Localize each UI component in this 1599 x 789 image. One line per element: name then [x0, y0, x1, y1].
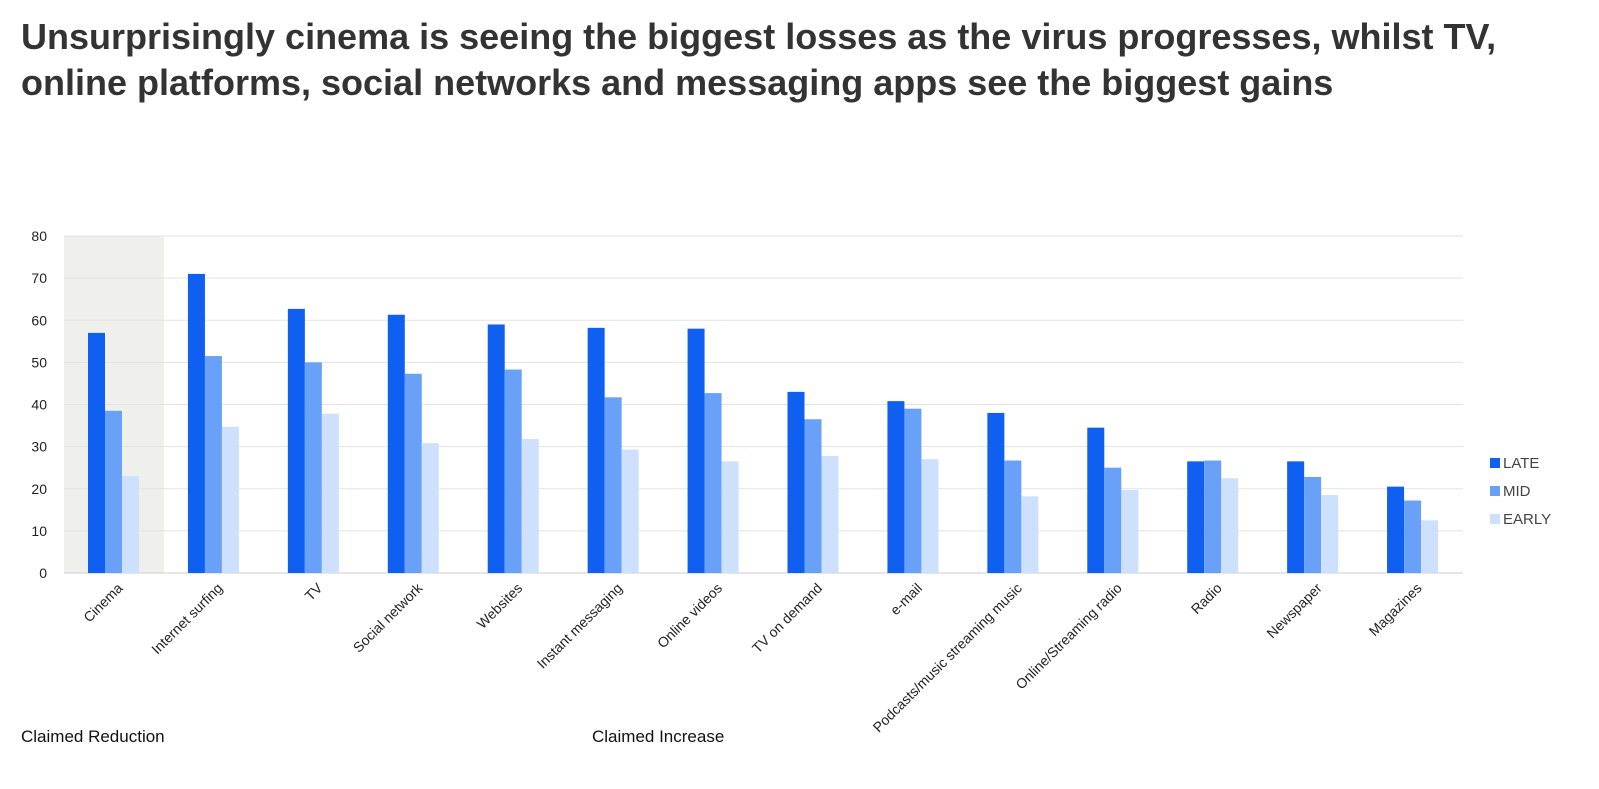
bar-mid	[1304, 476, 1322, 573]
bar-mid	[504, 369, 522, 573]
group-label-claimed-increase: Claimed Increase	[592, 727, 725, 746]
bar-early	[1121, 490, 1139, 573]
x-tick-label: Internet surfing	[148, 580, 225, 657]
chart-title: Unsurprisingly cinema is seeing the bigg…	[21, 16, 1497, 103]
bar-mid	[1404, 500, 1422, 573]
bar-mid	[704, 393, 722, 573]
x-tick-label: Social network	[350, 579, 426, 655]
y-tick-label: 40	[31, 397, 47, 413]
y-tick-label: 80	[31, 228, 47, 244]
legend-swatch-early	[1490, 514, 1500, 524]
bar-mid	[1004, 460, 1022, 573]
bar-early	[321, 413, 339, 573]
bar-mid	[105, 410, 122, 573]
y-tick-label: 60	[31, 312, 47, 328]
legend-label-late: LATE	[1503, 455, 1539, 472]
bar-late	[387, 314, 405, 573]
bar-early	[921, 459, 939, 573]
legend-swatch-mid	[1490, 486, 1500, 496]
bar-early	[1421, 520, 1439, 573]
x-tick-label: Radio	[1188, 580, 1225, 617]
x-tick-label: e-mail	[887, 580, 925, 618]
bar-early	[122, 476, 139, 573]
bar-late	[687, 328, 705, 573]
x-tick-label: TV on demand	[749, 580, 825, 656]
group-label-claimed-reduction: Claimed Reduction	[21, 727, 165, 746]
bar-early	[1221, 478, 1239, 573]
bar-mid	[604, 397, 622, 573]
x-tick-label: Cinema	[80, 580, 126, 626]
bar-late	[88, 332, 105, 573]
bar-early	[521, 439, 539, 573]
x-tick-label: Newspaper	[1263, 580, 1325, 642]
y-tick-label: 0	[39, 565, 47, 581]
bar-late	[787, 391, 805, 573]
bar-late	[287, 308, 305, 573]
legend-label-early: EARLY	[1503, 511, 1551, 528]
y-tick-label: 70	[31, 270, 47, 286]
x-tick-label: Online videos	[654, 580, 725, 651]
y-tick-label: 10	[31, 523, 47, 539]
bar-mid	[204, 356, 222, 573]
bar-late	[487, 324, 505, 573]
bar-mid	[304, 362, 322, 573]
bar-early	[721, 461, 739, 573]
bar-mid	[1204, 460, 1222, 573]
x-tick-label: Websites	[473, 580, 525, 632]
bar-late	[987, 412, 1005, 573]
bar-early	[621, 449, 639, 573]
bar-late	[1187, 461, 1205, 573]
bar-mid	[404, 373, 422, 573]
bar-late	[587, 327, 605, 573]
bar-late	[187, 273, 205, 573]
x-tick-label: Online/Streaming radio	[1012, 580, 1125, 693]
y-tick-label: 50	[31, 354, 47, 370]
y-tick-label: 20	[31, 481, 47, 497]
bar-late	[1287, 461, 1305, 573]
y-tick-label: 30	[31, 439, 47, 455]
legend-swatch-late	[1490, 458, 1500, 468]
bar-late	[1087, 427, 1105, 573]
bar-late	[887, 401, 905, 573]
x-tick-label: TV	[302, 579, 326, 603]
bar-early	[1021, 496, 1039, 573]
bar-early	[1321, 495, 1339, 573]
bar-early	[821, 455, 839, 573]
bar-mid	[904, 408, 922, 573]
x-tick-label: Magazines	[1366, 580, 1425, 639]
bar-early	[221, 426, 239, 573]
x-tick-label: Instant messaging	[534, 580, 626, 672]
bar-mid	[804, 419, 822, 573]
bar-early	[421, 443, 439, 573]
legend-label-mid: MID	[1503, 483, 1531, 500]
bar-late	[1387, 486, 1405, 573]
bar-mid	[1104, 467, 1122, 573]
